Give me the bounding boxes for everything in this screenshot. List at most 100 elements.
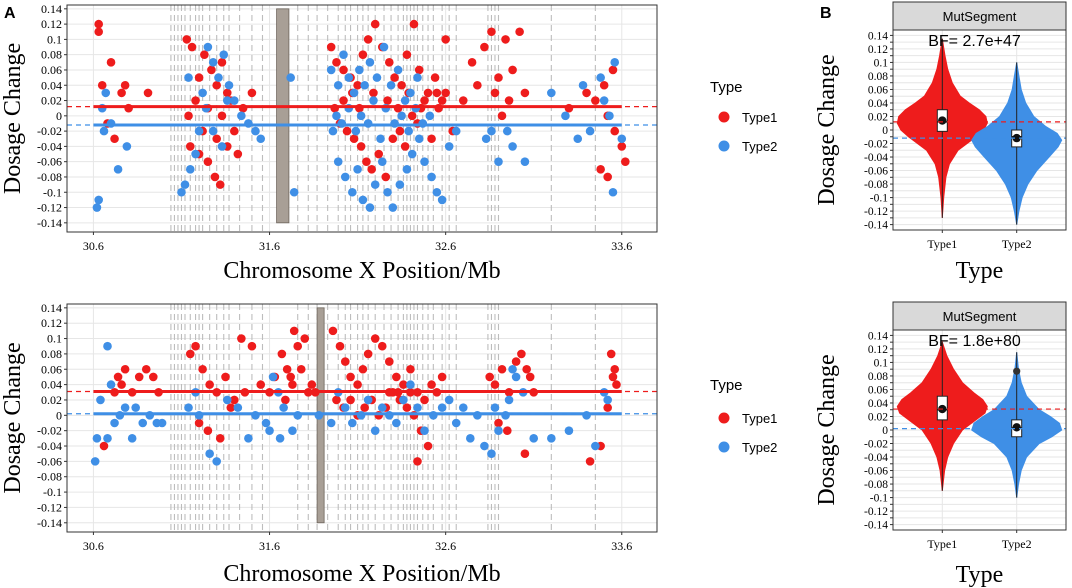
data-point-type2 xyxy=(94,195,104,205)
y-tick-label: 0.14 xyxy=(868,330,888,342)
data-point-type2 xyxy=(348,187,357,197)
data-point-type2 xyxy=(508,142,517,151)
data-point-type2 xyxy=(198,88,207,98)
y-tick-label: 0.06 xyxy=(41,362,62,376)
legend-bottom: Type Type1 Type2 xyxy=(710,377,777,455)
data-point-type1 xyxy=(582,88,591,98)
data-point-type2 xyxy=(432,187,442,197)
data-point-type2 xyxy=(388,203,398,212)
data-point-type1 xyxy=(596,165,605,174)
data-point-type2 xyxy=(395,180,405,189)
x-axis-title: Chromosome X Position/Mb xyxy=(223,561,500,587)
region-bar xyxy=(276,8,290,224)
data-point-type2 xyxy=(237,111,246,121)
data-point-type1 xyxy=(282,364,292,374)
y-tick-label: 0.04 xyxy=(868,98,888,110)
y-tick-label: -0.1 xyxy=(870,193,888,205)
data-point-type2 xyxy=(261,418,271,428)
data-point-type1 xyxy=(191,341,200,351)
data-point-type1 xyxy=(377,341,387,351)
data-point-type1 xyxy=(289,326,299,336)
data-point-type2 xyxy=(222,395,232,405)
data-point-type2 xyxy=(131,403,140,412)
facet-strip-title: MutSegment xyxy=(943,309,1017,324)
data-point-type1 xyxy=(423,88,433,98)
y-tick-label: -0.1 xyxy=(870,493,888,505)
y-tick-label: 0.08 xyxy=(41,347,62,361)
plot-frame xyxy=(66,4,658,233)
y-tick-label: 0.02 xyxy=(41,393,62,407)
legend-type2-label: Type2 xyxy=(742,440,777,455)
plot-frame xyxy=(66,303,658,533)
data-point-type2 xyxy=(610,58,620,67)
data-point-type2 xyxy=(353,165,362,174)
data-point-type1 xyxy=(356,142,366,151)
data-point-type2 xyxy=(224,80,234,90)
data-point-type2 xyxy=(217,142,227,151)
data-point-type2 xyxy=(397,111,406,121)
data-point-type2 xyxy=(214,73,223,82)
data-point-type2 xyxy=(420,157,429,166)
data-point-type2 xyxy=(596,73,605,82)
data-point-type1 xyxy=(362,157,371,166)
data-point-type2 xyxy=(379,42,389,52)
data-point-type1 xyxy=(194,73,204,82)
data-point-type2 xyxy=(265,426,274,435)
data-point-type2 xyxy=(508,364,517,374)
x-tick-label: 31.6 xyxy=(259,239,280,253)
x-tick-label: Type1 xyxy=(927,237,957,251)
legend-type2-label: Type2 xyxy=(742,139,777,154)
data-point-type1 xyxy=(117,380,126,389)
data-point-type1 xyxy=(296,364,306,374)
data-point-type1 xyxy=(603,403,612,412)
data-point-type1 xyxy=(381,172,391,182)
data-point-type2 xyxy=(494,157,503,166)
panel-letter-a: A xyxy=(4,5,16,22)
x-tick-label: 32.6 xyxy=(435,239,456,253)
data-point-type1 xyxy=(511,357,521,366)
data-point-type1 xyxy=(226,403,236,412)
data-point-type1 xyxy=(117,88,126,98)
data-point-type1 xyxy=(608,65,618,75)
y-tick-label: 0.08 xyxy=(868,71,888,83)
data-point-type2 xyxy=(400,96,410,105)
data-point-type1 xyxy=(494,418,503,428)
data-point-type1 xyxy=(182,35,192,44)
data-point-type2 xyxy=(289,187,299,197)
data-point-type2 xyxy=(110,418,119,428)
data-point-type2 xyxy=(494,426,503,435)
y-tick-label: 0.1 xyxy=(874,357,889,369)
data-point-type2 xyxy=(370,180,380,189)
data-point-type1 xyxy=(508,65,517,75)
data-point-type2 xyxy=(333,80,343,90)
y-tick-label: 0.1 xyxy=(874,57,889,69)
mean-point-type2 xyxy=(1012,133,1021,143)
y-tick-label: 0.1 xyxy=(47,32,62,46)
x-tick-label: 30.6 xyxy=(83,239,104,253)
y-tick-label: 0.08 xyxy=(868,371,888,383)
data-point-type1 xyxy=(94,27,104,37)
data-point-type1 xyxy=(413,457,422,466)
data-point-type2 xyxy=(406,88,415,98)
data-point-type1 xyxy=(230,395,239,405)
data-point-type2 xyxy=(504,395,514,405)
data-point-type2 xyxy=(184,403,193,412)
data-point-type1 xyxy=(293,341,303,351)
data-point-type2 xyxy=(377,157,387,166)
y-tick-label: 0.08 xyxy=(41,48,62,62)
data-point-type1 xyxy=(441,35,450,44)
data-point-type2 xyxy=(328,126,338,136)
violin-panel-bottom: MutSegment BF= 1.8e+80 -0.14 -0.12-0.1 -0.08… xyxy=(814,301,1067,588)
data-point-type1 xyxy=(233,149,243,159)
data-point-type2 xyxy=(360,80,369,90)
data-point-type1 xyxy=(349,134,359,144)
data-point-type1 xyxy=(473,80,482,90)
data-point-type1 xyxy=(487,27,496,37)
mean-point-type2 xyxy=(1012,423,1021,432)
data-point-type1 xyxy=(97,80,107,90)
data-point-type1 xyxy=(346,372,355,382)
data-point-type1 xyxy=(184,111,193,121)
data-point-type2 xyxy=(487,126,496,136)
data-point-type2 xyxy=(101,88,111,98)
data-point-type2 xyxy=(208,126,218,136)
